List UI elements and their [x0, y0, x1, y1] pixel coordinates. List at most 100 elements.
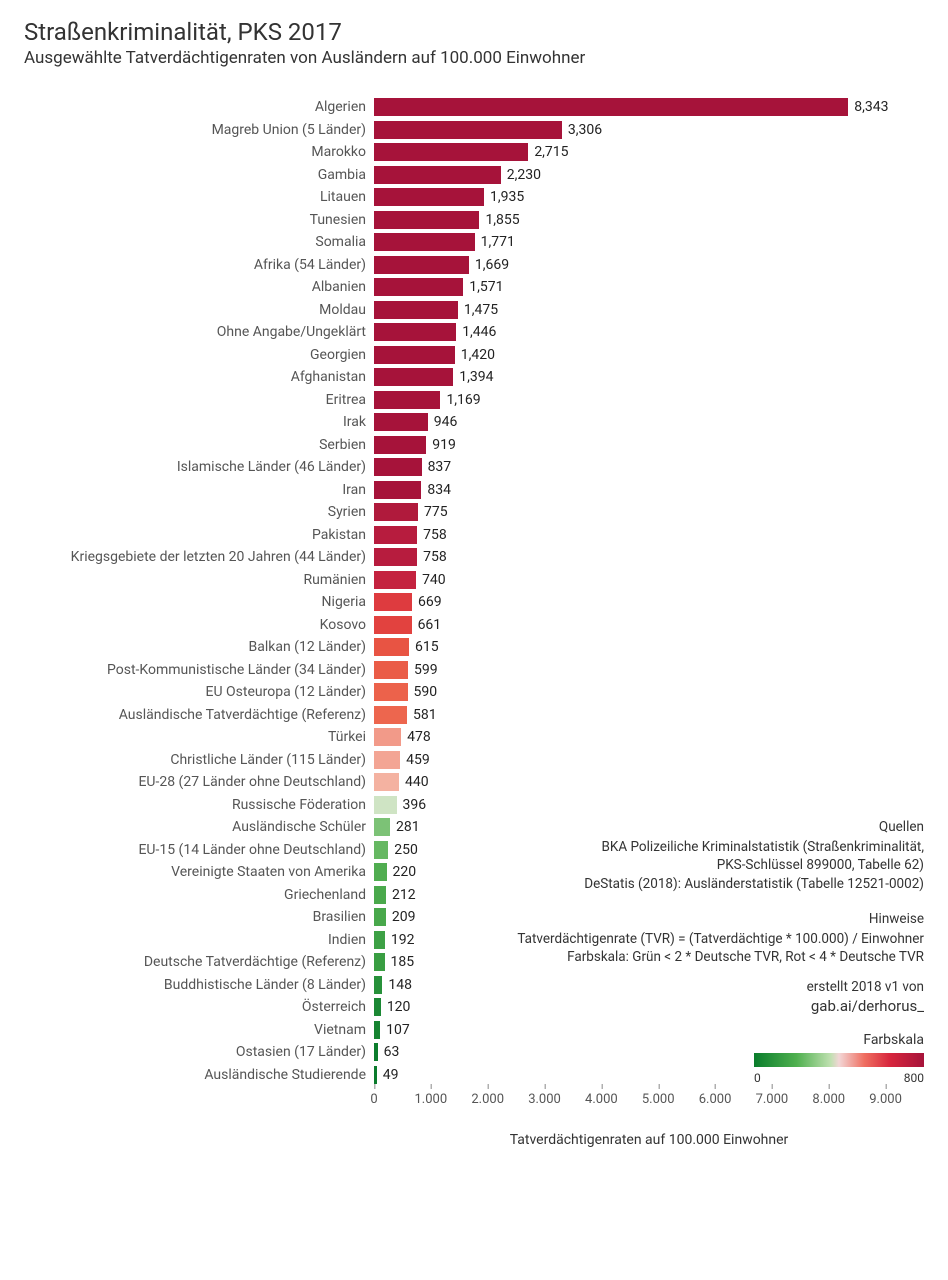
bar-label: Pakistan: [24, 527, 374, 543]
bar-value: 834: [427, 482, 451, 498]
bar: [374, 391, 440, 409]
bar-row: EU-28 (27 Länder ohne Deutschland)440: [24, 771, 924, 794]
x-axis: 01.0002.0003.0004.0005.0006.0007.0008.00…: [24, 1092, 924, 1128]
bar-value: 1,571: [469, 279, 503, 295]
bar-value: 120: [387, 999, 411, 1015]
bar: [374, 1043, 378, 1061]
bar-row: Tunesien 1,855: [24, 209, 924, 232]
bar-value: 478: [407, 729, 431, 745]
bar-label: Irak: [24, 414, 374, 430]
bar-label: Russische Föderation: [24, 797, 374, 813]
bar-row: Marokko2,715: [24, 141, 924, 164]
bar-row: Nigeria 669: [24, 591, 924, 614]
bar-label: Deutsche Tatverdächtige (Referenz): [24, 954, 374, 970]
bar-value: 209: [392, 909, 416, 925]
x-tick: 8.000: [812, 1092, 845, 1107]
bar: [374, 773, 399, 791]
bar-value: 212: [392, 887, 416, 903]
bar: [374, 886, 386, 904]
notes-block: Hinweise Tatverdächtigenrate (TVR) = (Ta…: [494, 910, 924, 967]
bar-label: Marokko: [24, 144, 374, 160]
sources-line: DeStatis (2018): Ausländerstatistik (Tab…: [494, 875, 924, 893]
bar-value: 250: [394, 842, 418, 858]
colorscale-bar: [754, 1053, 924, 1067]
chart-container: Algerien8,343Magreb Union (5 Länder)3,30…: [24, 96, 924, 1148]
colorscale-title: Farbskala: [754, 1032, 924, 1048]
bar-row: Iran 834: [24, 479, 924, 502]
bar: [374, 458, 422, 476]
bar-value: 740: [422, 572, 446, 588]
colorscale: Farbskala 0 800: [754, 1032, 924, 1085]
bar-value: 661: [418, 617, 442, 633]
bar: [374, 683, 408, 701]
bar-label: Brasilien: [24, 909, 374, 925]
credit-author: gab.ai/derhorus_: [494, 996, 924, 1016]
bar: [374, 98, 848, 116]
sources-heading: Quellen: [494, 818, 924, 836]
chart-title: Straßenkriminalität, PKS 2017: [24, 18, 924, 46]
bar-value: 281: [396, 819, 420, 835]
bar-label: Ohne Angabe/Ungeklärt: [24, 324, 374, 340]
sources-line: PKS-Schlüssel 899000, Tabelle 62): [494, 856, 924, 874]
bar-value: 599: [414, 662, 438, 678]
bar-row: Moldau 1,475: [24, 299, 924, 322]
bar-value: 1,446: [462, 324, 496, 340]
bar-value: 3,306: [568, 122, 602, 138]
bar-label: Buddhistische Länder (8 Länder): [24, 977, 374, 993]
bar-label: Österreich: [24, 999, 374, 1015]
bar: [374, 436, 426, 454]
bar: [374, 166, 501, 184]
bar-label: Kriegsgebiete der letzten 20 Jahren (44 …: [24, 549, 374, 565]
bar: [374, 368, 453, 386]
bar-label: Albanien: [24, 279, 374, 295]
bar-row: Georgien1,420: [24, 344, 924, 367]
bar-label: Ausländische Studierende: [24, 1067, 374, 1083]
bar-value: 148: [388, 977, 412, 993]
credit-block: erstellt 2018 v1 von gab.ai/derhorus_: [494, 978, 924, 1016]
bar-value: 775: [424, 504, 448, 520]
bar: [374, 503, 418, 521]
bar-row: Gambia2,230: [24, 164, 924, 187]
bar: [374, 1066, 377, 1084]
bar-row: Türkei478: [24, 726, 924, 749]
bar-label: Rumänien: [24, 572, 374, 588]
bar-label: Christliche Länder (115 Länder): [24, 752, 374, 768]
bar: [374, 548, 417, 566]
bar-value: 669: [418, 594, 442, 610]
bar-label: Griechenland: [24, 887, 374, 903]
bar-row: Syrien775: [24, 501, 924, 524]
bar: [374, 211, 479, 229]
bar-value: 220: [393, 864, 417, 880]
bar-row: Afghanistan1,394: [24, 366, 924, 389]
bar: [374, 256, 469, 274]
bar: [374, 188, 484, 206]
bar-label: Tunesien: [24, 212, 374, 228]
bar-value: 946: [434, 414, 458, 430]
bar-value: 1,855: [485, 212, 519, 228]
bar-label: Moldau: [24, 302, 374, 318]
bar-value: 396: [403, 797, 427, 813]
bar-row: Afrika (54 Länder)1,669: [24, 254, 924, 277]
bar-value: 1,475: [464, 302, 498, 318]
x-tick: 2.000: [471, 1092, 504, 1107]
bar-label: Afghanistan: [24, 369, 374, 385]
bar: [374, 998, 381, 1016]
bar: [374, 661, 408, 679]
bar-label: Nigeria: [24, 594, 374, 610]
bar: [374, 728, 401, 746]
bar-label: Ausländische Tatverdächtige (Referenz): [24, 707, 374, 723]
bar-label: Georgien: [24, 347, 374, 363]
bar-value: 192: [391, 932, 415, 948]
bar-label: Iran: [24, 482, 374, 498]
bar-label: Ostasien (17 Länder): [24, 1044, 374, 1060]
bar: [374, 143, 528, 161]
bar: [374, 1021, 380, 1039]
bar-label: EU-28 (27 Länder ohne Deutschland): [24, 774, 374, 790]
bar: [374, 953, 385, 971]
credit-line: erstellt 2018 v1 von: [494, 978, 924, 996]
bar: [374, 413, 428, 431]
bar-value: 758: [423, 527, 447, 543]
bar-value: 8,343: [854, 99, 888, 115]
x-tick: 7.000: [756, 1092, 789, 1107]
notes-line: Tatverdächtigenrate (TVR) = (Tatverdächt…: [494, 930, 924, 948]
